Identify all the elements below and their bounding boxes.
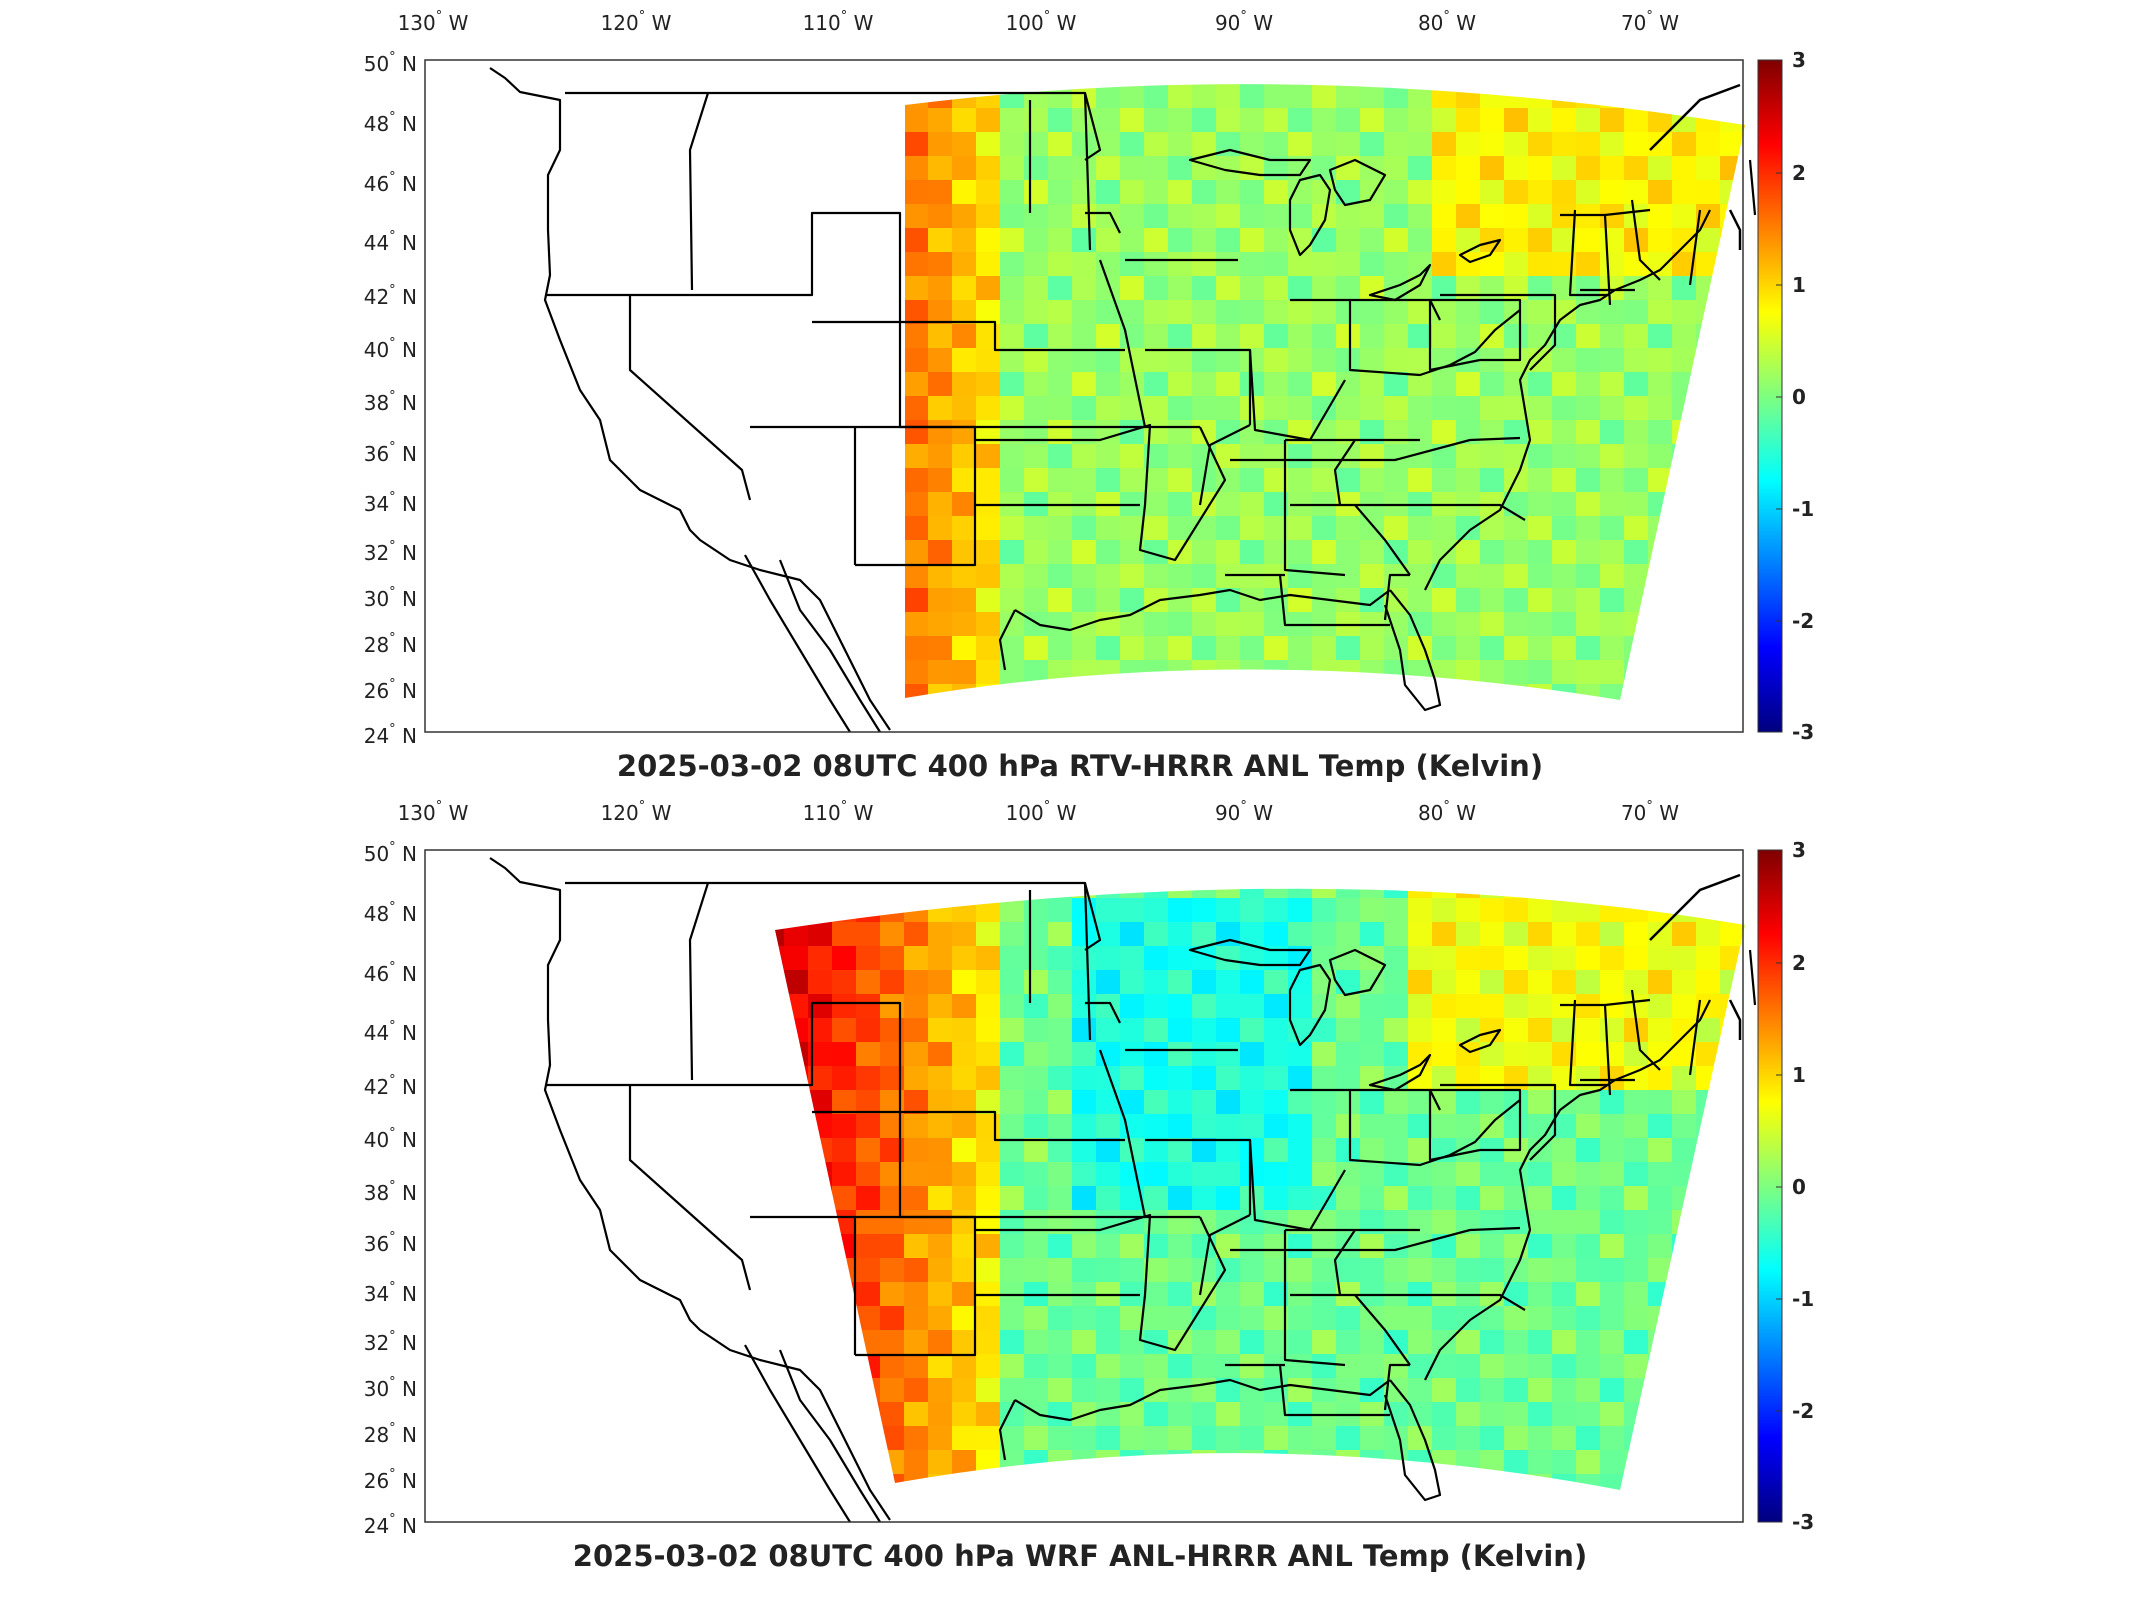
lat-tick-label: 48° N	[364, 900, 417, 926]
panel-title: 2025-03-02 08UTC 400 hPa WRF ANL-HRRR AN…	[573, 1539, 1587, 1573]
lon-tick-label: 90° W	[1215, 799, 1273, 825]
map-panel-wrf: 130° W 120° W 110° W 100° W 90° W 80° W 70° W 5…	[0, 790, 2133, 1590]
lat-tick-label: 26° N	[364, 677, 417, 703]
temperature-difference-field	[905, 84, 1745, 700]
colorbar-tick-label: 0	[1792, 385, 1806, 409]
lon-tick-label: 130° W	[398, 799, 469, 825]
colorbar-tick-label: -3	[1792, 720, 1814, 744]
colorbar-tick-label: 2	[1792, 161, 1806, 185]
lat-tick-label: 38° N	[364, 389, 417, 415]
colorbar-tick-label: 1	[1792, 273, 1806, 297]
lon-tick-label: 110° W	[803, 799, 874, 825]
lat-tick-label: 44° N	[364, 1019, 417, 1045]
state-and-coast-boundaries	[489, 67, 1757, 733]
temperature-difference-field	[775, 888, 1745, 1491]
lon-tick-label: 110° W	[803, 9, 874, 35]
lat-tick-label: 44° N	[364, 229, 417, 255]
state-and-coast-boundaries	[489, 857, 1757, 1523]
map-svg: 130° W 120° W 110° W 100° W 90° W 80° W 70° W 5…	[364, 9, 1815, 783]
lat-tick-label: 28° N	[364, 1421, 417, 1447]
lat-tick-label: 32° N	[364, 539, 417, 565]
lat-tick-label: 32° N	[364, 1329, 417, 1355]
lon-tick-label: 130° W	[398, 9, 469, 35]
lat-tick-label: 46° N	[364, 960, 417, 986]
map-frame	[424, 849, 1744, 1523]
lat-tick-label: 36° N	[364, 1230, 417, 1256]
lat-tick-label: 46° N	[364, 170, 417, 196]
lat-tick-label: 28° N	[364, 631, 417, 657]
lon-tick-label: 80° W	[1418, 799, 1476, 825]
lat-tick-label: 24° N	[364, 1512, 417, 1538]
lon-tick-label: 70° W	[1621, 799, 1679, 825]
colorbar-tick-label: -2	[1792, 1399, 1814, 1423]
colorbar-tick-label: 1	[1792, 1063, 1806, 1087]
panel-title: 2025-03-02 08UTC 400 hPa RTV-HRRR ANL Te…	[617, 749, 1543, 783]
lat-tick-label: 42° N	[364, 283, 417, 309]
colorbar	[1757, 849, 1783, 1523]
colorbar-tick-label: 3	[1792, 48, 1806, 72]
map-svg: 130° W 120° W 110° W 100° W 90° W 80° W 70° W 5…	[364, 799, 1815, 1573]
lat-tick-label: 50° N	[364, 50, 417, 76]
lon-tick-label: 120° W	[601, 9, 672, 35]
map-panel-rtv: 130° W 120° W 110° W 100° W 90° W 80° W 70° W 5…	[364, 9, 1815, 783]
lat-tick-label: 40° N	[364, 336, 417, 362]
lat-tick-label: 24° N	[364, 722, 417, 748]
lat-tick-label: 42° N	[364, 1073, 417, 1099]
colorbar-tick-label: -2	[1792, 609, 1814, 633]
colorbar	[1757, 59, 1783, 733]
lon-tick-label: 90° W	[1215, 9, 1273, 35]
colorbar-tick-label: 3	[1792, 838, 1806, 862]
lon-tick-label: 120° W	[601, 799, 672, 825]
colorbar-tick-label: 0	[1792, 1175, 1806, 1199]
lon-tick-label: 80° W	[1418, 9, 1476, 35]
lat-tick-label: 40° N	[364, 1126, 417, 1152]
lat-tick-label: 34° N	[364, 1280, 417, 1306]
lat-tick-label: 50° N	[364, 840, 417, 866]
colorbar-tick-label: -1	[1792, 1287, 1814, 1311]
lat-tick-label: 48° N	[364, 110, 417, 136]
colorbar-tick-label: 2	[1792, 951, 1806, 975]
map-frame	[424, 59, 1744, 733]
lat-tick-label: 34° N	[364, 490, 417, 516]
lat-tick-label: 36° N	[364, 440, 417, 466]
colorbar-tick-label: -1	[1792, 497, 1814, 521]
lon-tick-label: 70° W	[1621, 9, 1679, 35]
lon-tick-label: 100° W	[1006, 799, 1077, 825]
lon-tick-label: 100° W	[1006, 9, 1077, 35]
lat-tick-label: 26° N	[364, 1467, 417, 1493]
lat-tick-label: 38° N	[364, 1179, 417, 1205]
lat-tick-label: 30° N	[364, 585, 417, 611]
colorbar-tick-label: -3	[1792, 1510, 1814, 1534]
lat-tick-label: 30° N	[364, 1375, 417, 1401]
